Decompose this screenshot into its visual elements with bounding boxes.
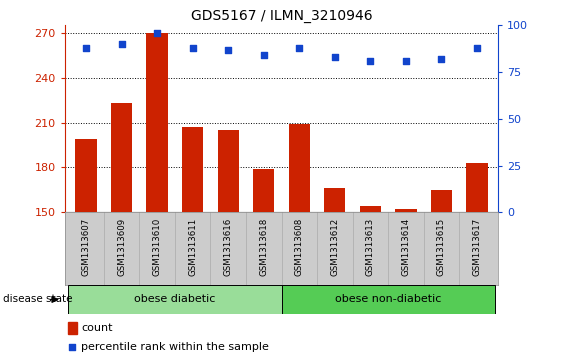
Bar (75, 139, 97, 212)
Point (401, 58, 410, 64)
Bar (431, 190, 452, 212)
Point (472, 45, 481, 51)
Bar (360, 207, 381, 212)
Point (224, 47, 233, 53)
Point (330, 54, 339, 60)
Bar (395, 209, 417, 212)
Bar (111, 103, 132, 212)
Point (153, 30, 162, 36)
Text: GSM1313617: GSM1313617 (472, 218, 481, 276)
Text: obese non-diabetic: obese non-diabetic (335, 294, 441, 305)
Text: obese diabetic: obese diabetic (134, 294, 216, 305)
Text: GSM1313607: GSM1313607 (82, 218, 91, 276)
Title: GDS5167 / ILMN_3210946: GDS5167 / ILMN_3210946 (191, 9, 372, 23)
Bar (324, 188, 346, 212)
Point (259, 52, 268, 58)
Bar (182, 127, 203, 212)
Text: GSM1313613: GSM1313613 (366, 218, 375, 276)
Text: GSM1313614: GSM1313614 (401, 218, 410, 276)
Text: GSM1313609: GSM1313609 (117, 218, 126, 276)
Bar (289, 124, 310, 212)
Point (117, 41, 126, 47)
Bar (217, 130, 239, 212)
Text: GSM1313612: GSM1313612 (330, 218, 339, 276)
FancyBboxPatch shape (68, 285, 282, 314)
Point (437, 56, 446, 62)
Point (82, 45, 91, 51)
Bar (68, 322, 77, 334)
Text: GSM1313611: GSM1313611 (188, 218, 197, 276)
Point (188, 45, 197, 51)
Text: GSM1313618: GSM1313618 (259, 218, 268, 276)
Bar (466, 163, 488, 212)
Point (366, 58, 375, 64)
Text: disease state: disease state (3, 294, 72, 305)
Text: count: count (82, 323, 113, 334)
Bar (253, 169, 274, 212)
FancyBboxPatch shape (282, 285, 495, 314)
Text: GSM1313616: GSM1313616 (224, 218, 233, 276)
Point (295, 45, 304, 51)
Bar (146, 33, 168, 212)
Point (68, 344, 77, 350)
Text: GSM1313615: GSM1313615 (437, 218, 446, 276)
Text: GSM1313608: GSM1313608 (295, 218, 304, 276)
Text: GSM1313610: GSM1313610 (153, 218, 162, 276)
Text: percentile rank within the sample: percentile rank within the sample (82, 342, 269, 352)
